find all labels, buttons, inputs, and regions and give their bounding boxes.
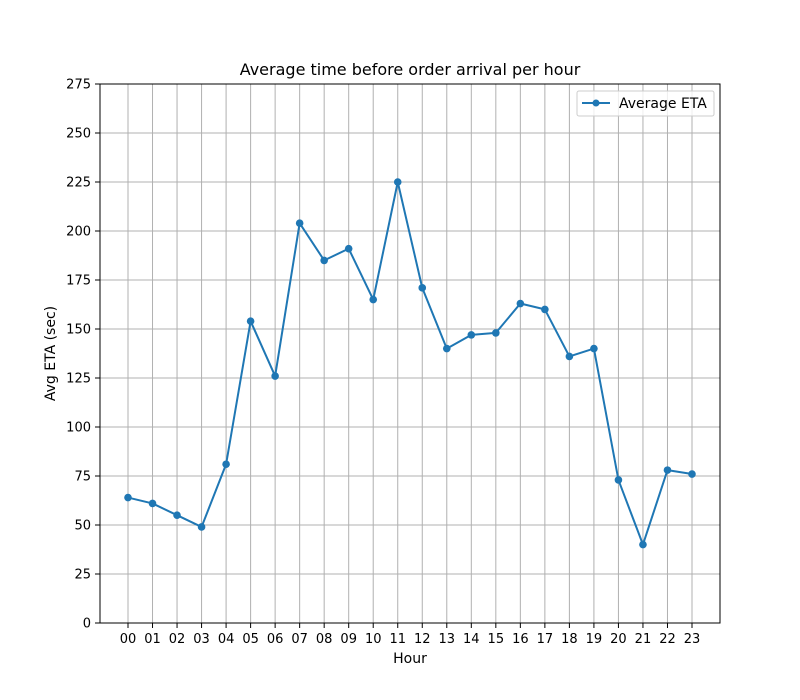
x-tick-label: 10 (365, 632, 382, 647)
y-tick-label: 0 (83, 617, 91, 632)
data-point (271, 372, 279, 380)
data-point (541, 305, 549, 314)
x-tick-label: 13 (439, 632, 456, 647)
x-tick-label: 20 (610, 632, 627, 647)
data-point (492, 329, 500, 337)
data-point (173, 511, 181, 519)
x-tick-label: 21 (635, 632, 652, 647)
data-point (320, 256, 328, 265)
x-tick-label: 07 (291, 632, 308, 647)
chart-title: Average time before order arrival per ho… (240, 60, 581, 79)
data-point (442, 344, 451, 353)
y-tick-label: 50 (74, 519, 91, 534)
x-tick-label: 17 (537, 632, 554, 647)
y-tick-label: 25 (74, 568, 91, 583)
x-tick-label: 16 (512, 632, 529, 647)
y-axis-label: Avg ETA (sec) (43, 306, 59, 401)
x-tick-label: 19 (586, 632, 603, 647)
series-layer (124, 178, 696, 549)
y-tick-label: 125 (66, 372, 91, 387)
plot-frame (99, 83, 721, 624)
data-point (369, 295, 378, 304)
data-point (639, 540, 647, 549)
data-point (344, 244, 353, 253)
legend: Average ETA (576, 90, 715, 117)
y-tick-label: 75 (74, 470, 91, 485)
data-point (295, 219, 304, 227)
data-point (516, 299, 525, 308)
y-tick-label: 200 (66, 225, 91, 240)
x-tick-label: 06 (267, 632, 284, 647)
data-point (393, 178, 402, 186)
legend-box (576, 90, 715, 117)
x-tick-label: 00 (120, 632, 137, 647)
data-point (688, 470, 696, 478)
legend-entry-label: Average ETA (619, 96, 707, 112)
x-tick-label: 09 (340, 632, 357, 647)
y-tick-label: 250 (66, 127, 91, 142)
x-tick-label: 18 (561, 632, 578, 647)
x-tick-label: 14 (463, 632, 480, 647)
series-line (127, 181, 693, 546)
x-tick-label: 02 (169, 632, 186, 647)
y-tick-label: 100 (66, 421, 91, 436)
y-axis-ticks: 0 25 50 75 100 125 150 175 200 225 250 275 (66, 78, 100, 632)
data-point (467, 331, 476, 339)
x-tick-label: 15 (488, 632, 505, 647)
x-tick-label: 23 (684, 632, 701, 647)
x-tick-label: 11 (389, 632, 406, 647)
data-point (614, 476, 623, 484)
x-axis-ticks: 00 01 02 03 04 05 06 07 08 09 10 11 12 13 14 15 16 17 18 19… (120, 623, 701, 647)
data-point (590, 344, 598, 353)
data-point (418, 284, 427, 292)
data-point (663, 466, 672, 474)
legend-marker (592, 99, 600, 107)
x-axis-label: Hour (393, 651, 427, 667)
x-tick-label: 04 (218, 632, 235, 647)
y-tick-label: 175 (66, 274, 91, 289)
x-tick-label: 12 (414, 632, 431, 647)
data-point (148, 499, 157, 508)
data-point (565, 352, 574, 361)
y-tick-label: 275 (66, 78, 91, 93)
data-point (124, 493, 132, 502)
x-tick-label: 08 (316, 632, 333, 647)
data-point (222, 460, 230, 469)
y-tick-label: 150 (66, 323, 91, 338)
x-tick-label: 03 (193, 632, 210, 647)
x-tick-label: 05 (242, 632, 259, 647)
y-tick-label: 225 (66, 176, 91, 191)
data-point (197, 523, 206, 531)
x-tick-label: 22 (659, 632, 676, 647)
x-tick-label: 01 (144, 632, 161, 647)
data-point (246, 317, 255, 325)
